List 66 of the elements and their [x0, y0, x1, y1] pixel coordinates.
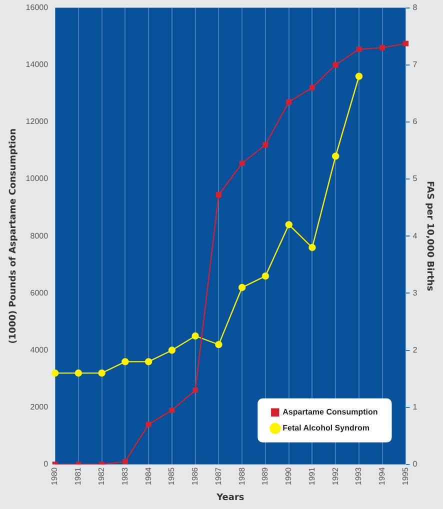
- point: [286, 99, 292, 105]
- point: [168, 346, 176, 354]
- point: [262, 142, 268, 148]
- x-tick-label: 1987: [214, 466, 223, 486]
- y2-tick-label: 5: [412, 174, 418, 184]
- y-tick-label: 6000: [30, 288, 49, 298]
- point: [310, 84, 315, 90]
- y-tick-label: 8000: [30, 231, 49, 240]
- point: [169, 407, 175, 413]
- point: [239, 160, 245, 166]
- y2-axis-title: FAS per 10,000 Births: [424, 181, 434, 292]
- y2-tick-label: 7: [412, 60, 418, 70]
- y2-tick-label: 4: [412, 231, 418, 240]
- x-tick-label: 1983: [120, 466, 130, 486]
- point: [144, 358, 152, 366]
- point: [98, 369, 106, 377]
- point: [146, 422, 152, 428]
- x-tick-label: 1988: [237, 466, 246, 486]
- x-tick-label: 1994: [378, 466, 387, 486]
- x-tick-label: 1986: [190, 466, 200, 486]
- x-tick-label: 1981: [74, 466, 83, 486]
- point: [51, 369, 59, 377]
- point: [192, 387, 198, 393]
- y-tick-label: 16000: [26, 3, 49, 12]
- y2-tick-label: 8: [412, 3, 418, 12]
- y-tick-label: 0: [44, 460, 49, 469]
- legend-label: Aspartame Consumption: [282, 408, 378, 417]
- point: [332, 152, 340, 160]
- point: [122, 358, 129, 366]
- point: [215, 340, 222, 348]
- y-axis-title: (1000) Pounds of Aspartame Consumption: [8, 128, 19, 344]
- x-tick-label: 1980: [50, 466, 60, 486]
- point: [238, 284, 246, 292]
- point: [122, 458, 128, 464]
- y2-tick-label: 2: [412, 345, 418, 354]
- y2-tick-label: 3: [412, 288, 418, 298]
- point: [332, 62, 338, 68]
- y2-tick-label: 1: [412, 402, 418, 412]
- point: [403, 40, 408, 46]
- y2-tick-label: 0: [412, 460, 418, 469]
- point: [355, 72, 363, 80]
- x-tick-label: 1992: [330, 466, 340, 486]
- y-tick-label: 4000: [30, 345, 49, 354]
- x-tick-label: 1991: [307, 466, 316, 486]
- point: [285, 221, 292, 228]
- x-tick-label: 1982: [97, 466, 106, 486]
- y-tick-label: 2000: [30, 402, 49, 412]
- point: [74, 369, 82, 377]
- point: [192, 332, 199, 340]
- x-tick-label: 1995: [400, 466, 410, 486]
- x-tick-label: 1989: [260, 466, 270, 486]
- x-tick-label: 1984: [144, 466, 153, 486]
- point: [308, 244, 316, 252]
- y-tick-label: 12000: [26, 117, 49, 126]
- y-tick-label: 10000: [26, 174, 49, 184]
- point: [356, 46, 362, 52]
- legend-label: Fetal Alcohol Syndrom: [282, 424, 370, 433]
- x-axis-title: Years: [216, 492, 244, 503]
- x-tick-label: 1990: [284, 466, 294, 486]
- point: [380, 45, 386, 50]
- point: [216, 192, 222, 198]
- y2-tick-label: 6: [412, 117, 418, 126]
- y-tick-label: 14000: [26, 60, 49, 70]
- x-tick-label: 1993: [354, 466, 364, 486]
- x-tick-label: 1985: [167, 466, 176, 486]
- point: [262, 272, 270, 280]
